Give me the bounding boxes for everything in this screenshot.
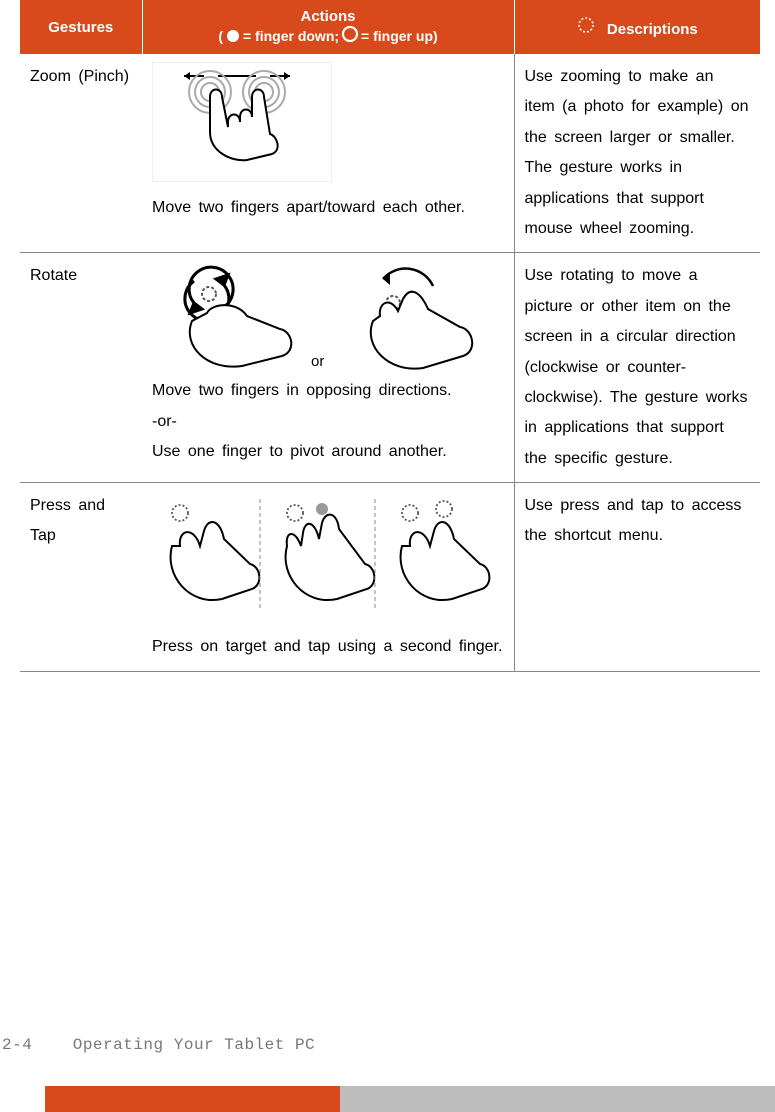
header-actions-legend: ( = finger down; = finger up) (218, 25, 437, 46)
header-gestures: Gestures (20, 0, 142, 54)
gesture-name: Press and Tap (30, 497, 105, 544)
legend-finger-down-text: = finger down; (243, 28, 339, 44)
table-row: Rotate (20, 253, 760, 483)
gesture-name-cell: Rotate (20, 253, 142, 483)
action-text: Move two fingers apart/toward each other… (152, 193, 504, 223)
description-text: Use zooming to make an item (a photo for… (525, 68, 749, 237)
table-row: Press and Tap (20, 483, 760, 672)
action-text: Press on target and tap using a second f… (152, 632, 504, 662)
description-text: Use rotating to move a picture or other … (525, 267, 748, 466)
table-header-row: Gestures Actions ( = finger down; = fing… (20, 0, 760, 54)
header-gestures-label: Gestures (48, 19, 113, 36)
action-cell: or Move two fingers in opposing directio… (142, 253, 514, 483)
gesture-name: Rotate (30, 267, 77, 284)
rotate-gesture-icon-2 (328, 261, 483, 376)
gray-bar (340, 1086, 775, 1112)
finger-up-icon (341, 25, 359, 46)
gestures-table: Gestures Actions ( = finger down; = fing… (20, 0, 760, 672)
dotted-circle-icon (577, 16, 595, 38)
footer-title: Operating Your Tablet PC (73, 1036, 315, 1054)
action-line-3: Use one finger to pivot around another. (152, 437, 504, 467)
accent-bar (45, 1086, 340, 1112)
finger-down-icon (227, 30, 239, 42)
header-actions: Actions ( = finger down; = finger up) (142, 0, 514, 54)
legend-open-paren: ( (218, 28, 223, 44)
gesture-name: Zoom (Pinch) (30, 68, 129, 85)
rotate-gesture-icon-1 (152, 261, 307, 376)
description-text: Use press and tap to access the shortcut… (525, 497, 742, 544)
action-line-2: -or- (152, 407, 504, 437)
header-descriptions-label: Descriptions (607, 21, 698, 38)
description-cell: Use zooming to make an item (a photo for… (514, 54, 760, 253)
zoom-gesture-icon (152, 62, 332, 182)
description-cell: Use press and tap to access the shortcut… (514, 483, 760, 672)
action-cell: Move two fingers apart/toward each other… (142, 54, 514, 253)
legend-finger-up-text: = finger up) (361, 28, 438, 44)
header-descriptions: Descriptions (514, 0, 760, 54)
description-cell: Use rotating to move a picture or other … (514, 253, 760, 483)
rotate-or-label: or (311, 348, 324, 377)
table-row: Zoom (Pinch) (20, 54, 760, 253)
action-line-1: Move two fingers in opposing directions. (152, 376, 504, 406)
action-cell: Press on target and tap using a second f… (142, 483, 514, 672)
gesture-name-cell: Press and Tap (20, 483, 142, 672)
press-tap-gesture-icon (152, 491, 492, 621)
gesture-name-cell: Zoom (Pinch) (20, 54, 142, 253)
page-footer: 2-4 Operating Your Tablet PC (0, 1036, 315, 1054)
page-number: 2-4 (2, 1036, 32, 1054)
bottom-decor-bars (0, 1086, 775, 1112)
header-actions-title: Actions (149, 8, 508, 25)
